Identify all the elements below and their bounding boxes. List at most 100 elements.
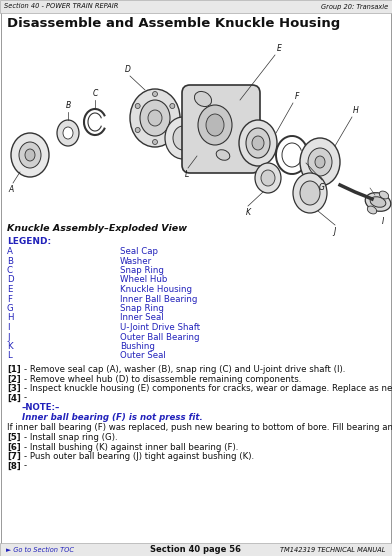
Text: D: D xyxy=(7,276,14,285)
Text: [7]: [7] xyxy=(7,452,21,461)
Text: - Remove seal cap (A), washer (B), snap ring (C) and U-joint drive shaft (I).: - Remove seal cap (A), washer (B), snap … xyxy=(24,365,345,374)
Ellipse shape xyxy=(173,126,193,150)
Ellipse shape xyxy=(370,197,386,207)
Text: Wheel Hub: Wheel Hub xyxy=(120,276,167,285)
Ellipse shape xyxy=(367,206,377,214)
Ellipse shape xyxy=(293,173,327,213)
Text: If inner ball bearing (F) was replaced, push new bearing to bottom of bore. Fill: If inner ball bearing (F) was replaced, … xyxy=(7,424,392,433)
Ellipse shape xyxy=(130,89,180,147)
Text: A: A xyxy=(7,247,13,256)
Text: [2]: [2] xyxy=(7,375,21,384)
Text: Snap Ring: Snap Ring xyxy=(120,304,164,313)
Text: A: A xyxy=(8,185,14,194)
Text: Seal Cap: Seal Cap xyxy=(120,247,158,256)
Bar xyxy=(0,0,392,13)
Text: [4]: [4] xyxy=(7,394,21,403)
Text: –NOTE:–: –NOTE:– xyxy=(22,403,60,412)
Text: J: J xyxy=(333,227,335,236)
Text: F: F xyxy=(7,295,12,304)
Text: [8]: [8] xyxy=(7,461,21,470)
Text: Outer Ball Bearing: Outer Ball Bearing xyxy=(120,332,200,341)
Text: H: H xyxy=(7,314,13,322)
Ellipse shape xyxy=(140,100,170,136)
Text: H: H xyxy=(353,106,359,115)
Text: Inner ball bearing (F) is not press fit.: Inner ball bearing (F) is not press fit. xyxy=(22,413,203,421)
Ellipse shape xyxy=(57,120,79,146)
Text: - Push outer ball bearing (J) tight against bushing (K).: - Push outer ball bearing (J) tight agai… xyxy=(24,452,254,461)
Text: K: K xyxy=(245,208,250,217)
Text: B: B xyxy=(7,256,13,266)
Text: U-Joint Drive Shaft: U-Joint Drive Shaft xyxy=(120,323,200,332)
Text: LEGEND:: LEGEND: xyxy=(7,237,51,246)
Text: G: G xyxy=(7,304,14,313)
Text: Bushing: Bushing xyxy=(120,342,155,351)
Text: ► Go to Section TOC: ► Go to Section TOC xyxy=(6,547,74,553)
FancyBboxPatch shape xyxy=(182,85,260,173)
Text: -: - xyxy=(24,461,27,470)
Text: Section 40 page 56: Section 40 page 56 xyxy=(151,545,241,554)
Text: J: J xyxy=(7,332,9,341)
Text: Snap Ring: Snap Ring xyxy=(120,266,164,275)
Text: K: K xyxy=(7,342,13,351)
Text: Inner Seal: Inner Seal xyxy=(120,314,163,322)
Circle shape xyxy=(170,103,175,108)
Ellipse shape xyxy=(194,91,212,107)
Text: - Inspect knuckle housing (E) components for cracks, wear or damage. Replace as : - Inspect knuckle housing (E) components… xyxy=(24,384,392,393)
Text: Section 40 - POWER TRAIN REPAIR: Section 40 - POWER TRAIN REPAIR xyxy=(4,3,118,9)
Text: L: L xyxy=(185,170,189,179)
Text: E: E xyxy=(277,44,282,53)
Text: Inner Ball Bearing: Inner Ball Bearing xyxy=(120,295,198,304)
Text: G: G xyxy=(319,183,325,192)
Text: F: F xyxy=(295,92,299,101)
Text: E: E xyxy=(7,285,13,294)
Ellipse shape xyxy=(365,193,391,211)
Text: TM142319 TECHNICAL MANUAL: TM142319 TECHNICAL MANUAL xyxy=(281,547,386,553)
Text: Outer Seal: Outer Seal xyxy=(120,351,166,360)
Text: Group 20: Transaxle: Group 20: Transaxle xyxy=(321,3,388,9)
Text: [1]: [1] xyxy=(7,365,21,374)
Text: I: I xyxy=(382,217,384,226)
Ellipse shape xyxy=(379,191,389,199)
Text: Disassemble and Assemble Knuckle Housing: Disassemble and Assemble Knuckle Housing xyxy=(7,17,340,29)
Ellipse shape xyxy=(300,138,340,186)
Text: [3]: [3] xyxy=(7,384,21,393)
Text: I: I xyxy=(7,323,9,332)
Text: -: - xyxy=(24,394,27,403)
Circle shape xyxy=(135,127,140,132)
Circle shape xyxy=(135,103,140,108)
Ellipse shape xyxy=(239,120,277,166)
Text: L: L xyxy=(7,351,12,360)
Ellipse shape xyxy=(261,170,275,186)
Text: C: C xyxy=(7,266,13,275)
Text: Knuckle Assembly–Exploded View: Knuckle Assembly–Exploded View xyxy=(7,224,187,233)
Ellipse shape xyxy=(308,148,332,176)
Ellipse shape xyxy=(315,156,325,168)
Circle shape xyxy=(170,127,175,132)
Text: - Remove wheel hub (D) to disassemble remaining components.: - Remove wheel hub (D) to disassemble re… xyxy=(24,375,301,384)
Text: - Install snap ring (G).: - Install snap ring (G). xyxy=(24,433,118,442)
Ellipse shape xyxy=(19,142,41,168)
Ellipse shape xyxy=(165,117,201,159)
Ellipse shape xyxy=(216,150,230,160)
Text: Knuckle Housing: Knuckle Housing xyxy=(120,285,192,294)
Text: - Install bushing (K) against inner ball bearing (F).: - Install bushing (K) against inner ball… xyxy=(24,443,238,451)
Bar xyxy=(0,543,392,556)
Ellipse shape xyxy=(206,114,224,136)
Text: [6]: [6] xyxy=(7,443,21,451)
Ellipse shape xyxy=(63,127,73,139)
Circle shape xyxy=(152,92,158,97)
Ellipse shape xyxy=(252,136,264,150)
Text: D: D xyxy=(125,65,131,74)
Circle shape xyxy=(152,140,158,145)
Ellipse shape xyxy=(148,110,162,126)
Ellipse shape xyxy=(255,163,281,193)
Ellipse shape xyxy=(198,105,232,145)
Ellipse shape xyxy=(300,181,320,205)
Text: [5]: [5] xyxy=(7,433,21,442)
Ellipse shape xyxy=(246,128,270,158)
Text: C: C xyxy=(92,89,98,98)
Ellipse shape xyxy=(25,149,35,161)
Text: B: B xyxy=(65,101,71,110)
Ellipse shape xyxy=(11,133,49,177)
Text: Washer: Washer xyxy=(120,256,152,266)
